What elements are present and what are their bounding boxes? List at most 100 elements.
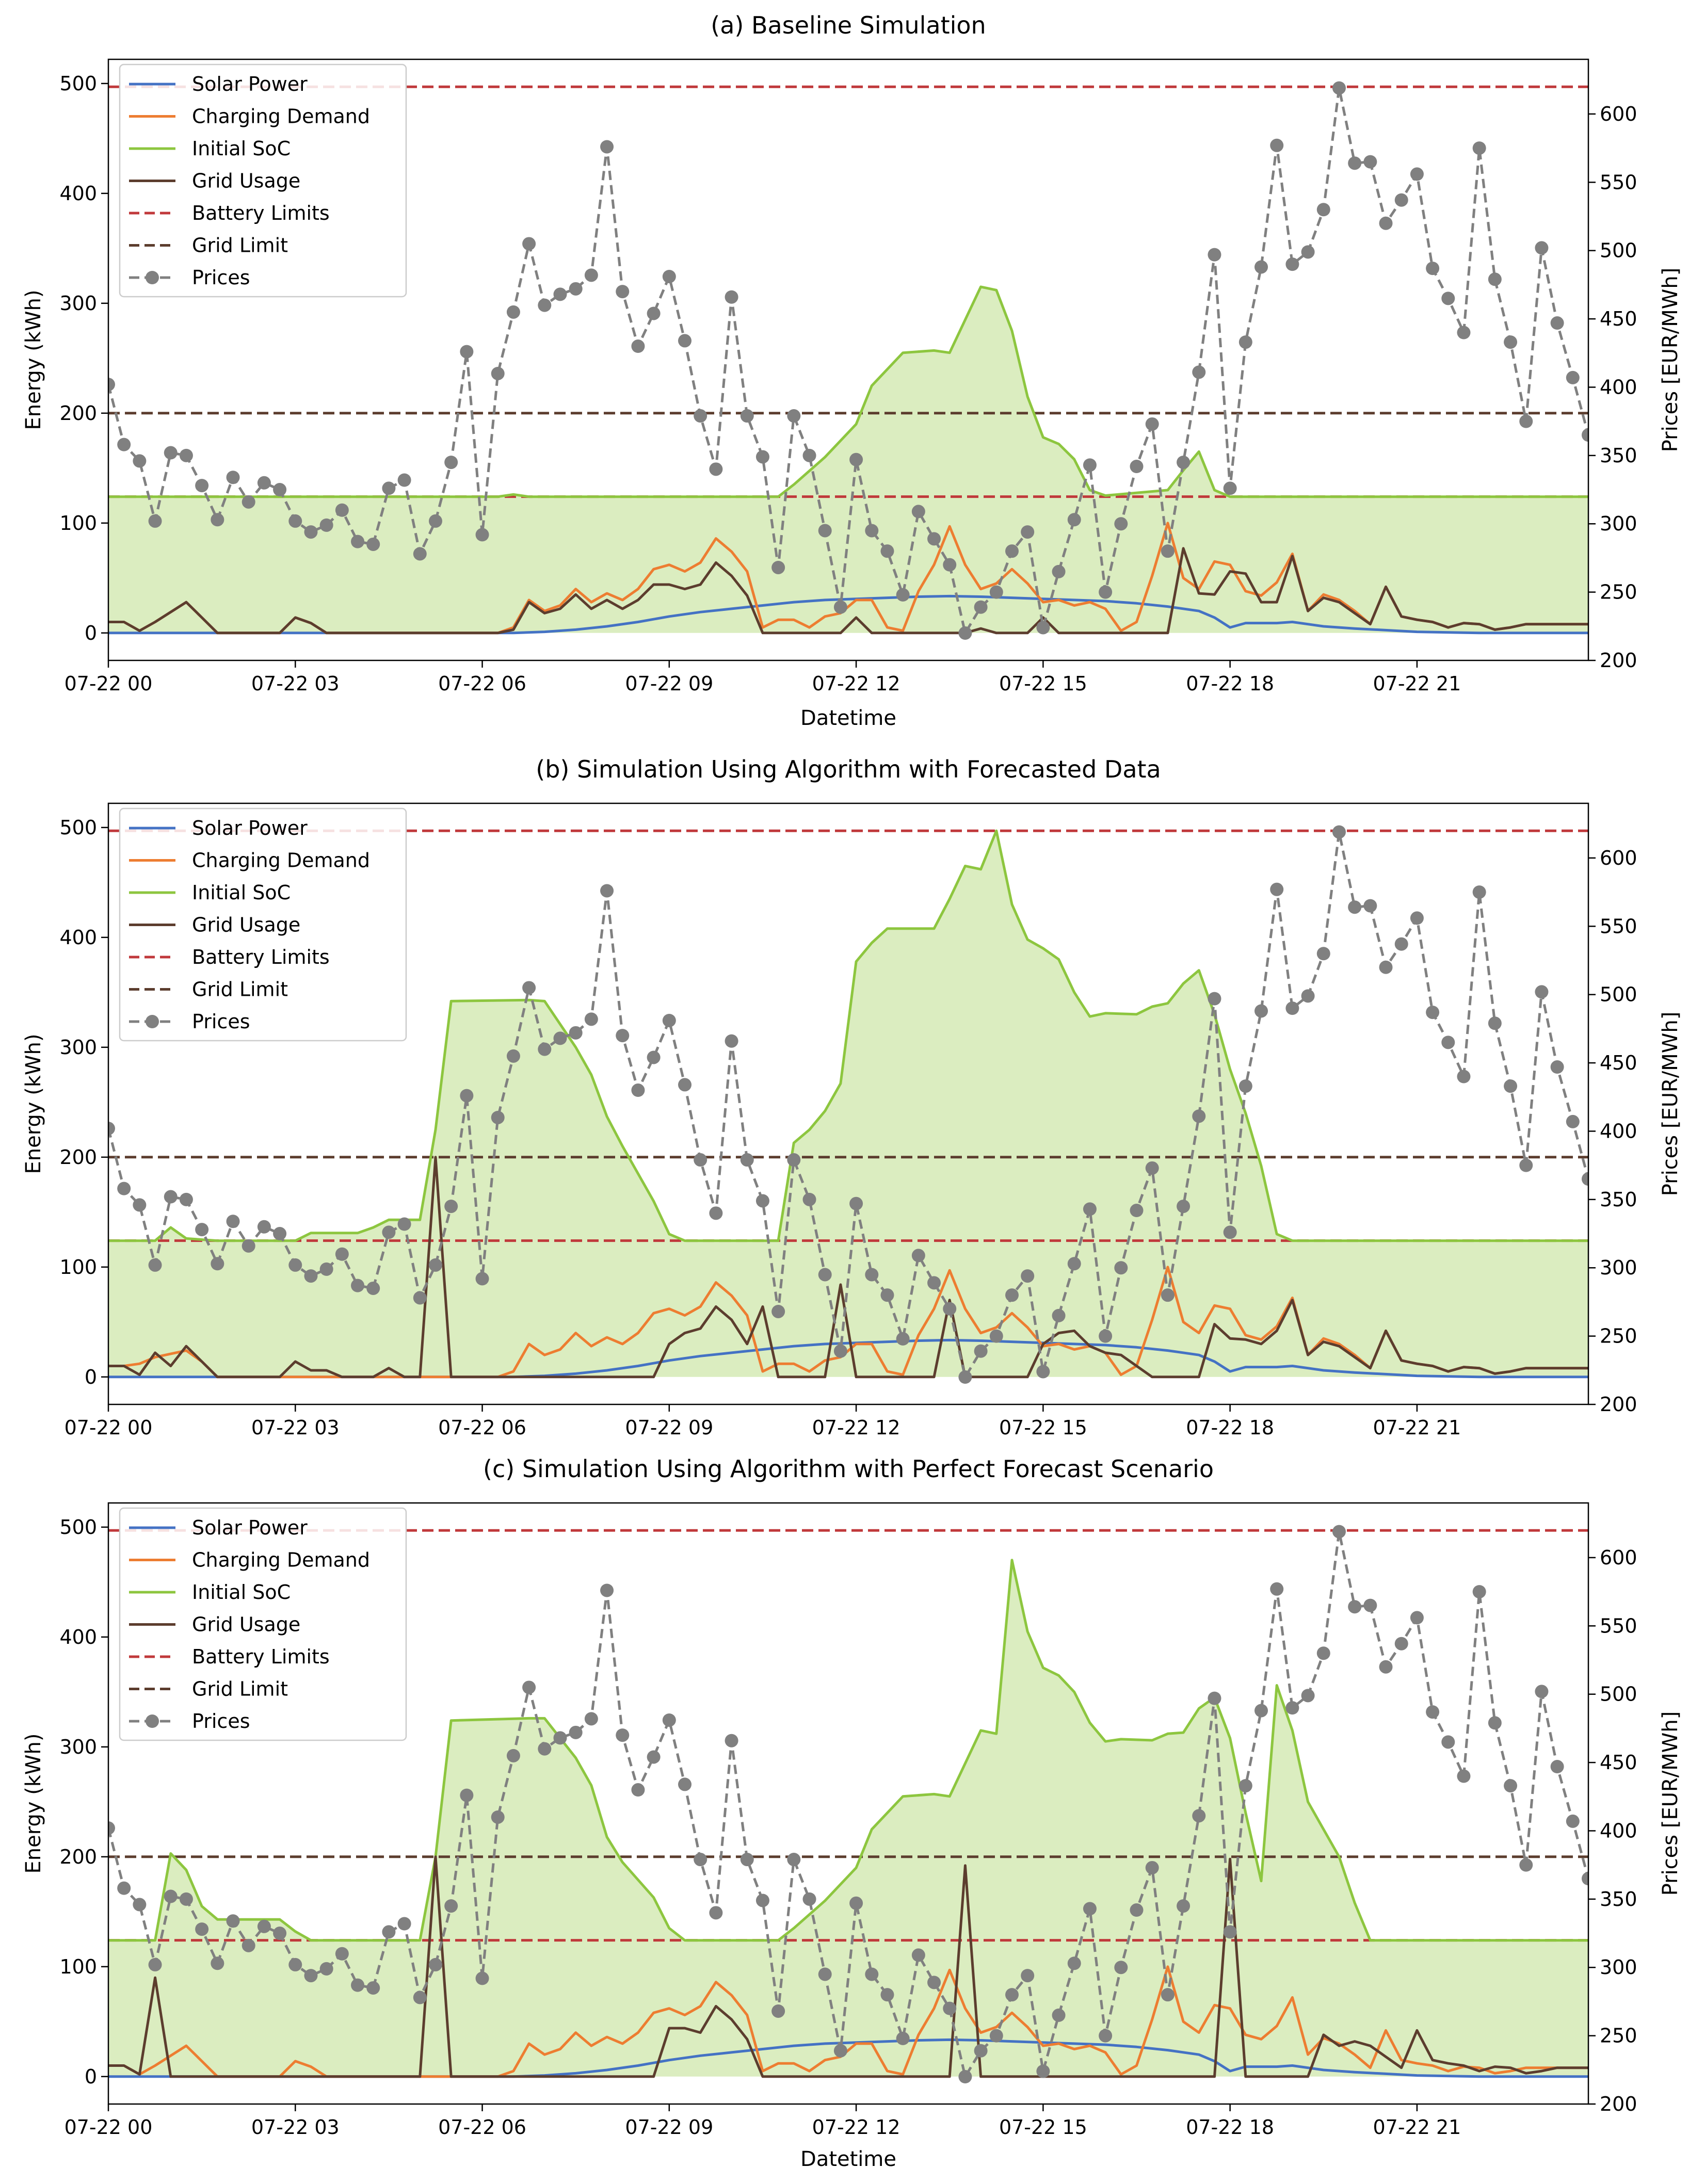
price-point [1550,1060,1564,1074]
x-tick-label: 07-22 00 [65,2116,153,2139]
subplot-title: (a) Baseline Simulation [711,11,986,39]
legend-label-grid: Grid Usage [192,1613,300,1636]
price-point [1099,2029,1113,2043]
price-point [1099,585,1113,599]
price-point [927,1276,941,1290]
y-tick-label: 300 [59,292,97,315]
price-point [428,1258,442,1272]
price-point [694,1853,707,1867]
price-point [1363,899,1377,913]
price-point [1083,458,1097,472]
price-point [1379,216,1393,230]
legend-box [119,1507,407,1741]
price-point [631,1783,645,1797]
price-point [849,1896,863,1910]
price-point [460,1089,474,1103]
price-point [1582,428,1588,442]
y-axis-label: Energy (kWh) [22,289,45,430]
price-point [1410,911,1424,925]
x-tick-label: 07-22 18 [1186,1416,1274,1439]
price-point [600,140,614,154]
x-tick-label: 07-22 06 [438,1416,526,1439]
price-point [1067,1956,1081,1970]
price-point [787,1853,801,1867]
price-point [943,1302,957,1316]
price-point [787,1153,801,1167]
y-right-tick-label: 250 [1600,581,1637,604]
price-point [273,483,287,497]
axes-frame [107,1502,1589,2105]
price-point [1582,1172,1588,1186]
legend: Solar Power Charging Demand Initial SoC Gri… [119,1507,407,1741]
price-point [1457,326,1471,339]
x-tick-label: 07-22 00 [65,672,153,695]
price-point [616,1029,630,1043]
y-right-tick-label: 450 [1600,1051,1637,1074]
price-point [226,471,240,484]
x-tick-label: 07-22 21 [1373,1416,1461,1439]
legend-box [119,63,407,298]
y-right-tick-label: 300 [1600,512,1637,535]
legend-label-charging: Charging Demand [192,849,370,872]
price-point [444,1899,458,1913]
y-right-tick-label: 400 [1600,1120,1637,1142]
y-right-tick-label: 600 [1600,847,1637,869]
price-point [553,1031,567,1045]
x-axis-label: Datetime [800,706,896,730]
price-point [662,1713,676,1727]
price-point [506,1749,520,1762]
price-point [1036,621,1050,635]
price-point [1130,1204,1144,1218]
price-point [709,1206,723,1220]
price-point [1504,1079,1518,1093]
legend-label-battery-limits: Battery Limits [192,946,330,968]
price-point [880,1288,894,1302]
price-point [833,2044,847,2058]
legend-label-solar: Solar Power [192,1516,308,1539]
price-point [164,1190,178,1204]
price-point [927,1976,941,1989]
price-point [444,1200,458,1214]
price-point [319,1962,333,1976]
price-point [755,1894,769,1907]
y-tick-label: 200 [59,1146,97,1169]
price-point [1566,1814,1580,1828]
price-point [257,476,271,490]
price-point [1192,1809,1206,1823]
price-point [771,2004,785,2018]
price-point [288,1258,302,1272]
price-point [273,1927,287,1940]
price-point [1223,1925,1237,1939]
price-point [896,588,910,602]
soc-line [108,829,1588,1242]
price-point [319,1262,333,1276]
legend-marker-prices [146,1015,159,1028]
y-right-tick-label: 450 [1600,308,1637,330]
price-point [1550,316,1564,330]
y-tick-label: 0 [85,622,97,644]
legend-marker-prices [146,1714,159,1728]
price-point [662,1013,676,1027]
price-point [304,1269,318,1283]
soc-line [108,285,1588,498]
price-point [631,1083,645,1097]
price-point [1519,1158,1533,1172]
price-point [195,479,209,493]
price-point [148,514,162,528]
price-point [1067,513,1081,527]
price-point [1083,1902,1097,1916]
x-tick-label: 07-22 09 [625,672,713,695]
price-point [117,1182,131,1195]
legend-label-grid-limit: Grid Limit [192,978,288,1001]
price-point [1566,370,1580,384]
price-point [1332,825,1346,839]
price-point [148,1957,162,1971]
price-point [647,306,661,320]
price-point [1301,989,1315,1003]
price-point [428,1957,442,1971]
price-point [1457,1070,1471,1083]
price-point [943,2001,957,2015]
y-right-tick-label: 600 [1600,103,1637,125]
x-tick-label: 07-22 06 [438,672,526,695]
price-point [1238,1079,1252,1093]
